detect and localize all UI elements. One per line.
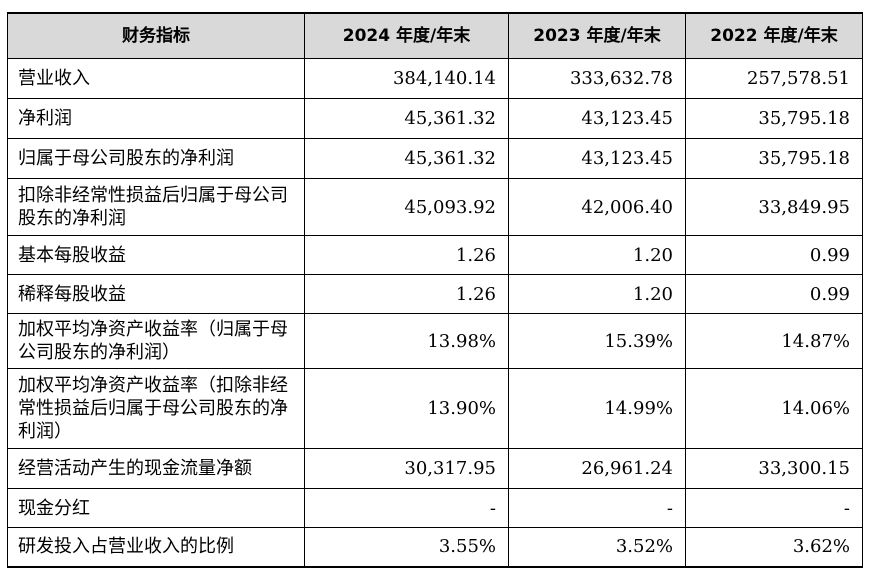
- value-2022: 0.99: [685, 274, 863, 314]
- value-2023: 333,632.78: [508, 58, 686, 99]
- value-2024: 1.26: [304, 274, 509, 314]
- value-2022: 14.87%: [685, 313, 863, 369]
- header-indicator: 财务指标: [7, 12, 305, 59]
- value-2024: 45,093.92: [304, 178, 509, 236]
- row-label: 净利润: [7, 98, 305, 139]
- row-label: 加权平均净资产收益率（扣除非经常性损益后归属于母公司股东的净利润）: [7, 368, 305, 449]
- value-2024: 13.90%: [304, 368, 509, 449]
- value-2023: 43,123.45: [508, 98, 686, 139]
- value-2023: 26,961.24: [508, 448, 686, 489]
- table-row: 基本每股收益 1.26 1.20 0.99: [7, 235, 863, 275]
- row-label: 营业收入: [7, 58, 305, 99]
- value-2023: 1.20: [508, 274, 686, 314]
- header-2022: 2022 年度/年末: [685, 12, 863, 59]
- table-header-row: 财务指标 2024 年度/年末 2023 年度/年末 2022 年度/年末: [7, 12, 863, 59]
- table-row: 扣除非经常性损益后归属于母公司股东的净利润 45,093.92 42,006.4…: [7, 178, 863, 236]
- value-2022: 33,300.15: [685, 448, 863, 489]
- value-2022: 3.62%: [685, 527, 863, 568]
- table-row: 加权平均净资产收益率（扣除非经常性损益后归属于母公司股东的净利润） 13.90%…: [7, 368, 863, 449]
- value-2024: 45,361.32: [304, 138, 509, 179]
- table-row: 现金分红 - - -: [7, 488, 863, 528]
- value-2023: 14.99%: [508, 368, 686, 449]
- value-2023: 15.39%: [508, 313, 686, 369]
- value-2022: 257,578.51: [685, 58, 863, 99]
- value-2024: -: [304, 488, 509, 528]
- row-label: 基本每股收益: [7, 235, 305, 275]
- row-label: 经营活动产生的现金流量净额: [7, 448, 305, 489]
- value-2023: 42,006.40: [508, 178, 686, 236]
- table-row: 净利润 45,361.32 43,123.45 35,795.18: [7, 98, 863, 139]
- header-2023: 2023 年度/年末: [508, 12, 686, 59]
- row-label: 加权平均净资产收益率（归属于母公司股东的净利润）: [7, 313, 305, 369]
- row-label: 稀释每股收益: [7, 274, 305, 314]
- value-2023: 3.52%: [508, 527, 686, 568]
- table-row: 经营活动产生的现金流量净额 30,317.95 26,961.24 33,300…: [7, 448, 863, 489]
- value-2024: 3.55%: [304, 527, 509, 568]
- table-row: 研发投入占营业收入的比例 3.55% 3.52% 3.62%: [7, 527, 863, 568]
- value-2024: 384,140.14: [304, 58, 509, 99]
- table-row: 营业收入 384,140.14 333,632.78 257,578.51: [7, 58, 863, 99]
- table-row: 稀释每股收益 1.26 1.20 0.99: [7, 274, 863, 314]
- value-2024: 30,317.95: [304, 448, 509, 489]
- value-2022: 35,795.18: [685, 138, 863, 179]
- value-2024: 13.98%: [304, 313, 509, 369]
- value-2024: 1.26: [304, 235, 509, 275]
- value-2022: 33,849.95: [685, 178, 863, 236]
- header-2024: 2024 年度/年末: [304, 12, 509, 59]
- value-2022: -: [685, 488, 863, 528]
- value-2022: 35,795.18: [685, 98, 863, 139]
- value-2023: -: [508, 488, 686, 528]
- financial-indicators-table: 财务指标 2024 年度/年末 2023 年度/年末 2022 年度/年末 营业…: [7, 12, 863, 568]
- value-2024: 45,361.32: [304, 98, 509, 139]
- row-label: 归属于母公司股东的净利润: [7, 138, 305, 179]
- value-2023: 1.20: [508, 235, 686, 275]
- value-2022: 14.06%: [685, 368, 863, 449]
- row-label: 研发投入占营业收入的比例: [7, 527, 305, 568]
- table-row: 归属于母公司股东的净利润 45,361.32 43,123.45 35,795.…: [7, 138, 863, 179]
- row-label: 现金分红: [7, 488, 305, 528]
- table-row: 加权平均净资产收益率（归属于母公司股东的净利润） 13.98% 15.39% 1…: [7, 313, 863, 369]
- value-2022: 0.99: [685, 235, 863, 275]
- row-label: 扣除非经常性损益后归属于母公司股东的净利润: [7, 178, 305, 236]
- value-2023: 43,123.45: [508, 138, 686, 179]
